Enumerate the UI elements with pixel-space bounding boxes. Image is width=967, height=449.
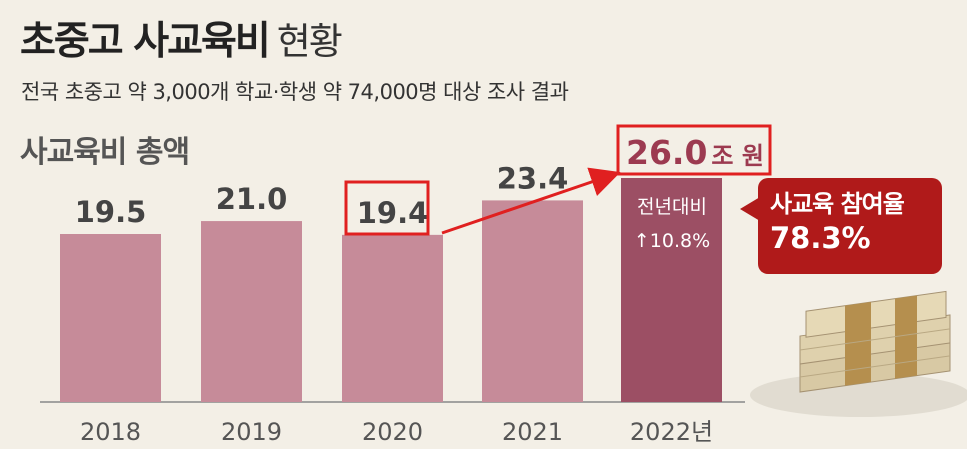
x-tick-2018: 2018: [80, 418, 141, 446]
highlight-box-2022: [616, 124, 772, 176]
yoy-label: 전년대비: [637, 196, 707, 218]
value-label-2019: 21.0: [216, 182, 288, 216]
yoy-value: ↑10.8%: [634, 230, 710, 252]
value-label-2018: 19.5: [75, 195, 147, 229]
value-label-2021: 23.4: [497, 161, 569, 195]
callout-title: 사교육 참여율: [770, 190, 905, 218]
highlight-box-2020: [344, 180, 430, 236]
money-stack-icon: [750, 290, 967, 417]
bar-2018: [60, 234, 161, 402]
bar-2021: [482, 200, 583, 402]
title-main: 초중고 사교육비: [20, 19, 271, 64]
x-tick-2022년: 2022년: [630, 418, 713, 446]
bar-2020: [342, 234, 443, 402]
highlight-total-label: 26.0 조 원: [626, 133, 764, 172]
x-tick-2020: 2020: [362, 418, 423, 446]
participation-callout: 사교육 참여율 78.3%: [758, 178, 942, 274]
bar-2019: [201, 221, 302, 402]
trend-arrow: [441, 167, 621, 235]
subtitle: 전국 초중고 약 3,000개 학교·학생 약 74,000명 대상 조사 결과: [21, 80, 569, 104]
page-title: 초중고 사교육비 현황: [20, 10, 343, 66]
value-label-2020: 19.4: [357, 196, 429, 230]
x-tick-2021: 2021: [502, 418, 563, 446]
x-tick-2019: 2019: [221, 418, 282, 446]
callout-value: 78.3%: [770, 221, 871, 255]
chart-section-label: 사교육비 총액: [20, 135, 190, 170]
title-suffix: 현황: [276, 20, 343, 63]
bar-2022년: [621, 178, 722, 402]
callout-pointer: [740, 197, 760, 221]
